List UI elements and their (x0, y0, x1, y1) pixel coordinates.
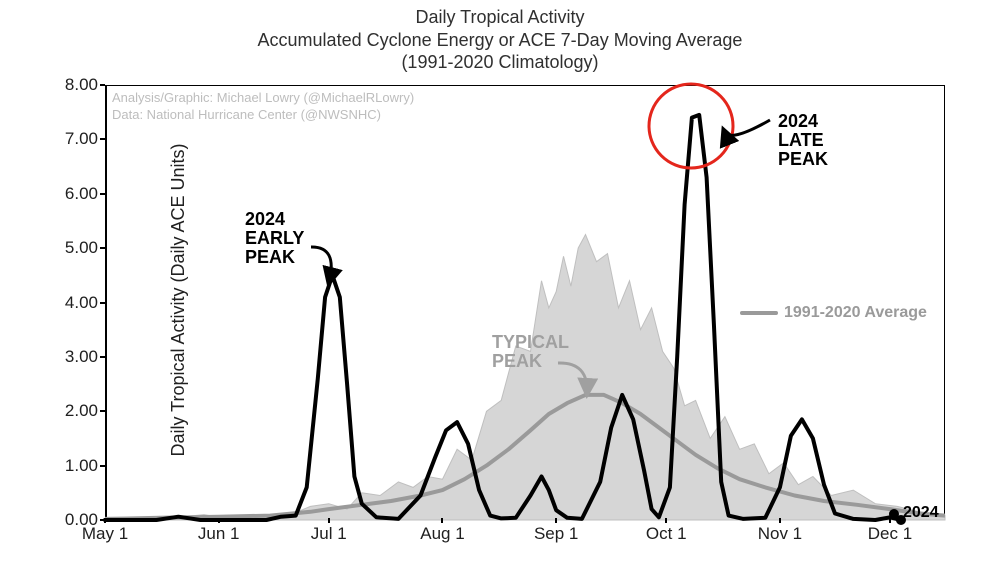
legend-average-label: 1991-2020 Average (784, 304, 927, 322)
y-tick-label: 3.00 (43, 347, 98, 367)
x-tick-label: Sep 1 (534, 524, 578, 544)
x-tick-label: Dec 1 (868, 524, 912, 544)
y-tick-label: 1.00 (43, 456, 98, 476)
credit-block: Analysis/Graphic: Michael Lowry (@Michae… (112, 90, 414, 124)
y-tick-label: 5.00 (43, 238, 98, 258)
y-tick-label: 7.00 (43, 129, 98, 149)
credit-line-2: Data: National Hurricane Center (@NWSNHC… (112, 107, 414, 124)
chart-title-block: Daily Tropical Activity Accumulated Cycl… (0, 6, 1000, 74)
chart-container: Daily Tropical Activity Accumulated Cycl… (0, 0, 1000, 563)
credit-line-1: Analysis/Graphic: Michael Lowry (@Michae… (112, 90, 414, 107)
y-tick-label: 8.00 (43, 75, 98, 95)
x-tick-label: Oct 1 (646, 524, 687, 544)
x-tick-label: Nov 1 (758, 524, 802, 544)
annotation-typical-peak: TYPICAL PEAK (492, 333, 569, 371)
annotation-early-peak: 2024 EARLY PEAK (245, 210, 304, 267)
y-tick-label: 2.00 (43, 401, 98, 421)
x-tick-label: Aug 1 (420, 524, 464, 544)
x-tick-label: Jun 1 (198, 524, 240, 544)
x-tick-label: Jul 1 (311, 524, 347, 544)
x-tick-label: May 1 (82, 524, 128, 544)
y-tick-label: 4.00 (43, 293, 98, 313)
title-line-3: (1991-2020 Climatology) (0, 51, 1000, 74)
annotation-late-peak: 2024 LATE PEAK (778, 112, 828, 169)
y-tick-label: 6.00 (43, 184, 98, 204)
legend-2024-label: 2024 (903, 504, 939, 522)
title-line-2: Accumulated Cyclone Energy or ACE 7-Day … (0, 29, 1000, 52)
legend-average-line-sample (740, 311, 778, 315)
title-line-1: Daily Tropical Activity (0, 6, 1000, 29)
